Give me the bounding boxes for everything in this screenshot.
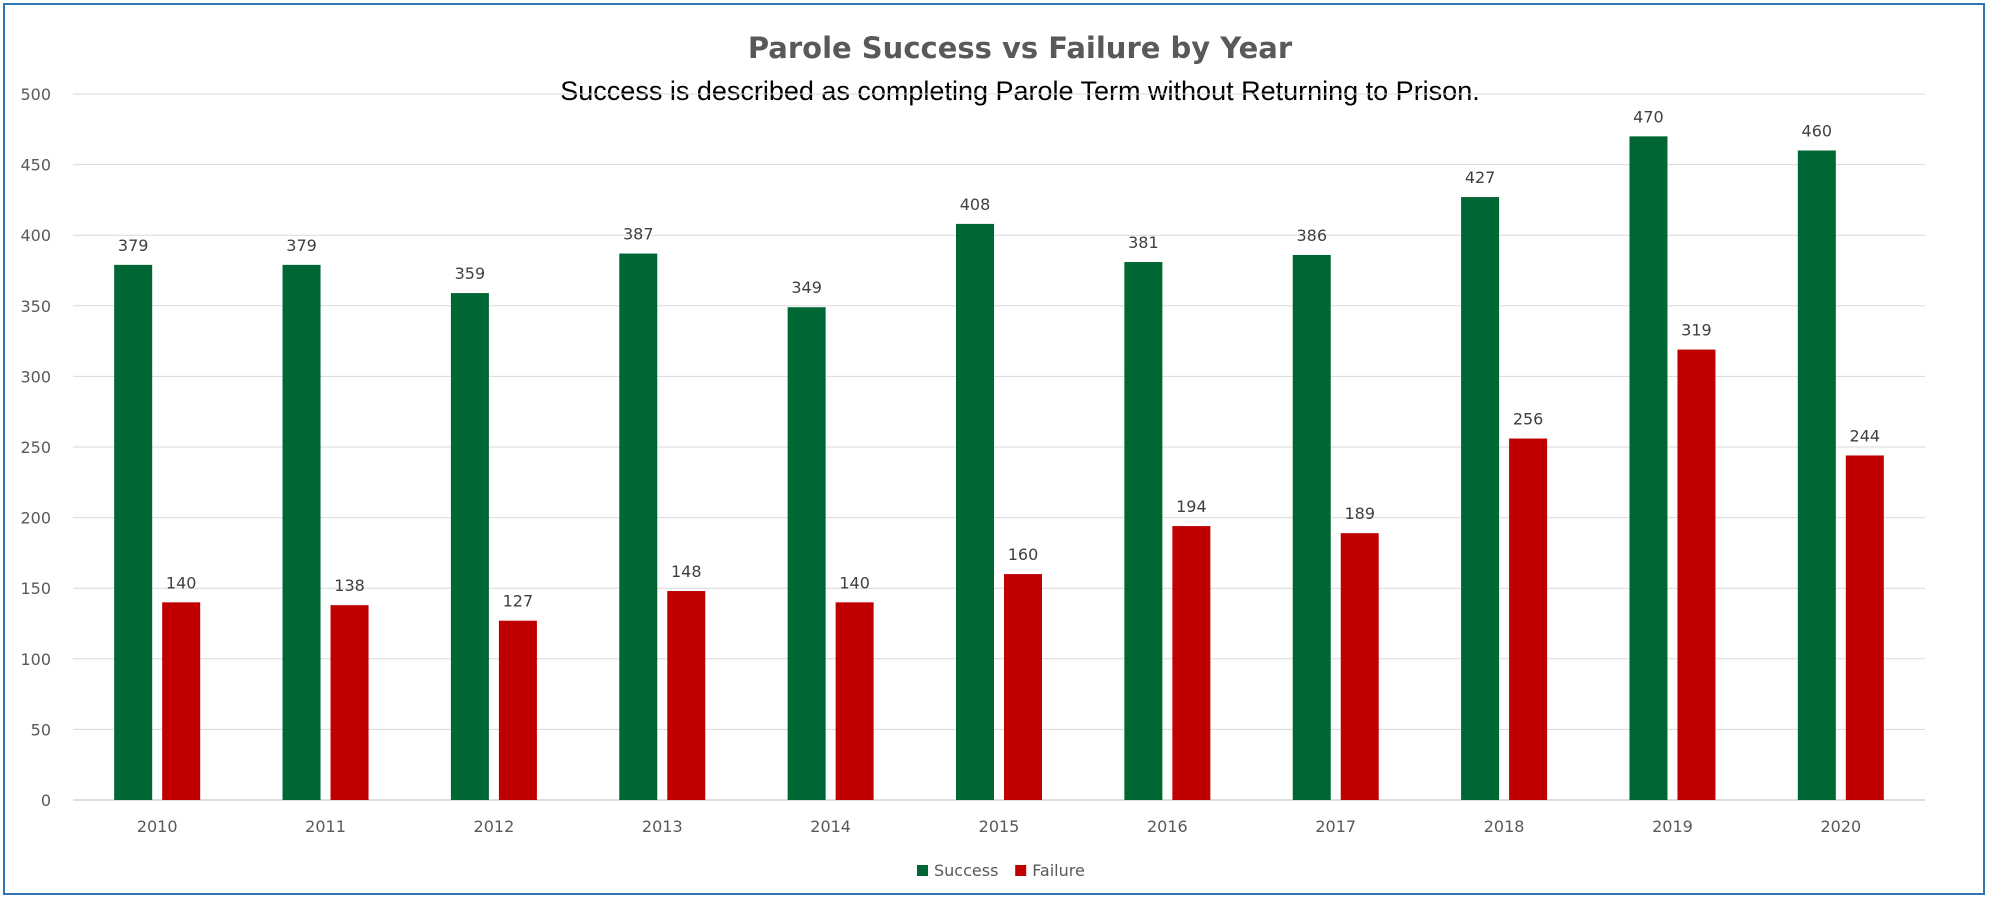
- y-tick-label: 50: [31, 720, 51, 739]
- x-tick-label: 2011: [305, 817, 346, 836]
- legend-label-failure: Failure: [1032, 861, 1085, 880]
- y-tick-label: 200: [20, 509, 51, 528]
- y-tick-label: 450: [20, 156, 51, 175]
- data-label-failure-2014: 140: [839, 573, 870, 592]
- data-label-failure-2012: 127: [503, 592, 534, 611]
- bar-success-2019: [1629, 136, 1668, 801]
- bar-success-2014: [787, 307, 826, 800]
- data-label-success-2015: 408: [960, 195, 991, 214]
- data-label-failure-2011: 138: [334, 576, 365, 595]
- chart-frame: Parole Success vs Failure by Year Succes…: [3, 3, 1985, 895]
- bar-success-2011: [282, 264, 321, 800]
- data-label-success-2018: 427: [1465, 168, 1496, 187]
- data-label-success-2020: 460: [1802, 121, 1833, 140]
- x-tick-label: 2017: [1315, 817, 1356, 836]
- legend: Success Failure: [917, 861, 1085, 880]
- x-tick-label: 2016: [1147, 817, 1188, 836]
- y-tick-label: 350: [20, 297, 51, 316]
- gridlines: [73, 93, 1925, 801]
- y-tick-label: 500: [20, 85, 51, 104]
- bar-failure-2017: [1340, 533, 1379, 800]
- bar-success-2012: [450, 293, 489, 800]
- data-label-failure-2015: 160: [1008, 545, 1039, 564]
- bar-failure-2015: [1004, 574, 1042, 800]
- data-label-success-2013: 387: [623, 225, 654, 244]
- y-tick-label: 100: [20, 650, 51, 669]
- y-tick-label: 400: [20, 226, 51, 245]
- bar-failure-2011: [330, 605, 369, 800]
- bar-success-2016: [1124, 262, 1163, 800]
- legend-swatch-success: [917, 865, 928, 876]
- y-tick-label: 0: [41, 791, 51, 810]
- bar-success-2020: [1797, 150, 1836, 801]
- y-tick-label: 300: [20, 367, 51, 386]
- data-label-success-2010: 379: [118, 236, 149, 255]
- chart-title: Parole Success vs Failure by Year: [748, 31, 1293, 65]
- data-label-failure-2016: 194: [1176, 497, 1207, 516]
- chart-subtitle: Success is described as completing Parol…: [560, 76, 1479, 106]
- data-labels: 379 140 379 138 359 127 387 148 349 140 408 160 381 1…: [118, 107, 1880, 610]
- bar-success-2017: [1292, 254, 1331, 800]
- data-label-success-2019: 470: [1633, 107, 1664, 126]
- legend-label-success: Success: [934, 861, 998, 880]
- x-tick-label: 2015: [979, 817, 1020, 836]
- x-axis-ticks: 2010 2011 2012 2013 2014 2015 2016 2017 2018 2019…: [137, 817, 1861, 836]
- data-label-success-2012: 359: [455, 264, 486, 283]
- x-tick-label: 2012: [474, 817, 515, 836]
- bar-failure-2020: [1845, 455, 1884, 800]
- y-axis-ticks: 0 50 100 150 200 250 300 350 400 450 500: [20, 85, 51, 810]
- x-tick-label: 2013: [642, 817, 683, 836]
- bar-failure-2013: [667, 591, 706, 800]
- chart: Parole Success vs Failure by Year Succes…: [20, 31, 1925, 880]
- x-tick-label: 2020: [1820, 817, 1861, 836]
- bar-success-2018: [1461, 197, 1500, 801]
- bar-failure-2018: [1509, 438, 1548, 800]
- bar-failure-2016: [1172, 526, 1211, 800]
- bar-failure-2010: [162, 602, 201, 800]
- data-label-success-2014: 349: [791, 278, 822, 297]
- data-label-failure-2017: 189: [1344, 504, 1375, 523]
- x-tick-label: 2019: [1652, 817, 1693, 836]
- x-tick-label: 2010: [137, 817, 178, 836]
- data-label-failure-2019: 319: [1681, 321, 1712, 340]
- data-label-success-2017: 386: [1296, 226, 1327, 245]
- bar-failure-2014: [835, 602, 874, 800]
- bars: [114, 136, 1884, 801]
- x-tick-label: 2014: [810, 817, 851, 836]
- legend-swatch-failure: [1015, 865, 1027, 876]
- data-label-failure-2013: 148: [671, 562, 702, 581]
- data-label-failure-2020: 244: [1850, 426, 1881, 445]
- data-label-success-2016: 381: [1128, 233, 1159, 252]
- bar-success-2015: [956, 223, 994, 801]
- data-label-failure-2018: 256: [1513, 410, 1544, 429]
- bar-failure-2019: [1677, 349, 1716, 800]
- bar-failure-2012: [498, 620, 537, 800]
- y-tick-label: 250: [20, 438, 51, 457]
- bar-success-2013: [619, 253, 658, 800]
- data-label-success-2011: 379: [286, 236, 317, 255]
- y-tick-label: 150: [20, 579, 51, 598]
- data-label-failure-2010: 140: [166, 573, 197, 592]
- x-tick-label: 2018: [1484, 817, 1525, 836]
- bar-success-2010: [114, 264, 153, 800]
